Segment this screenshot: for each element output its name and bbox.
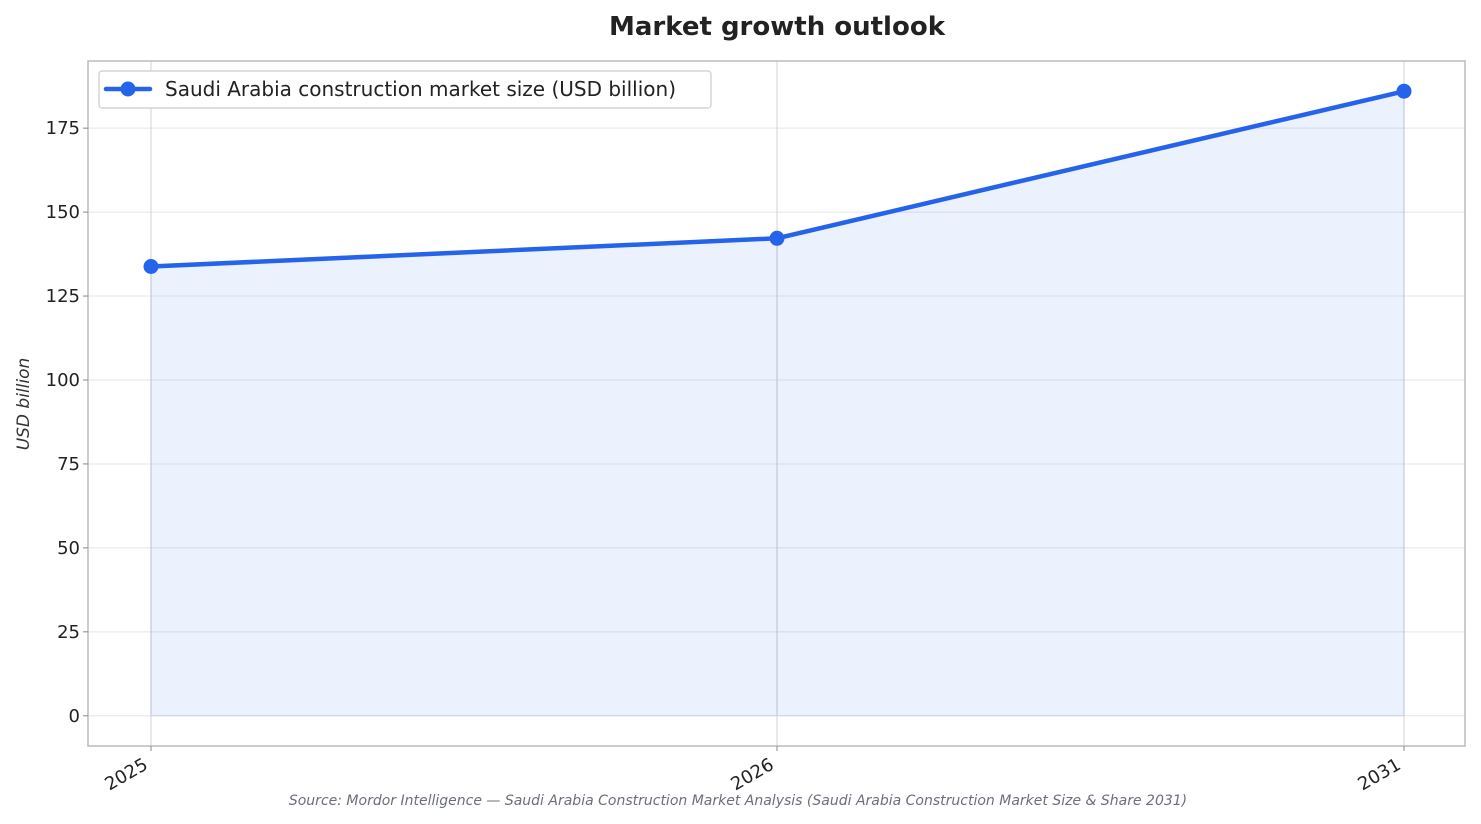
x-tick-label: 2026 [727,754,777,795]
y-tick-label: 100 [46,370,80,391]
data-point-layer [143,83,1412,274]
x-tick-label: 2025 [101,754,151,795]
legend-box [98,70,712,109]
y-tick-label: 50 [57,538,80,559]
source-note: Source: Mordor Intelligence — Saudi Arab… [289,793,1187,809]
chart-title: Market growth outlook [609,12,946,42]
x-axis-ticks: 2025 2026 2031 [101,746,1405,795]
legend-marker [120,81,136,97]
x-tick-label: 2031 [1354,754,1404,795]
legend: Saudi Arabia construction market size (U… [98,70,712,109]
y-axis-ticks: 0 25 50 75 100 125 150 175 [46,118,88,727]
y-tick-label: 25 [57,622,80,643]
y-tick-label: 125 [46,286,80,307]
data-point [143,259,159,274]
data-point [1396,83,1412,99]
y-tick-label: 150 [46,202,80,223]
y-tick-label: 0 [69,706,80,727]
data-point [769,230,785,246]
y-tick-label: 175 [46,118,80,139]
y-axis-label: USD billion [14,358,34,451]
area-fill-layer [150,91,1405,717]
legend-entry-label: Saudi Arabia construction market size (U… [165,77,676,101]
y-tick-label: 75 [57,454,80,475]
